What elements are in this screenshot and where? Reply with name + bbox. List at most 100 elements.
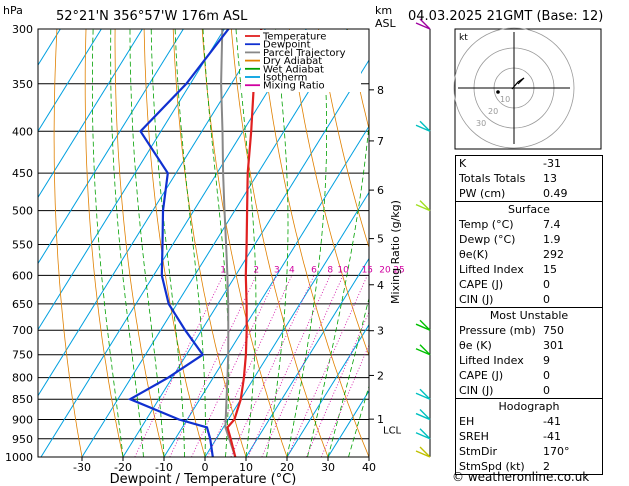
isotherm-line: [38, 29, 225, 331]
wind-barb: [415, 120, 431, 132]
mixing-ratio-tick-label: 10: [337, 265, 349, 275]
parcel-trajectory-line: [220, 29, 237, 457]
wind-barbs: [415, 18, 431, 458]
dry-adiabat-line: [259, 29, 369, 457]
isotherm-line: [122, 59, 369, 457]
wet-adiabat-line: [307, 119, 369, 457]
hodo-row: EH -41: [456, 414, 602, 429]
profiles: [127, 29, 263, 457]
mu-row: θe (K) 301: [456, 338, 602, 353]
surface-value: 292: [543, 248, 564, 261]
pressure-unit-label: hPa: [3, 4, 23, 17]
hodo-value: -41: [543, 415, 561, 428]
height-unit-asl: ASL: [375, 17, 397, 30]
km-tick-label: 5: [377, 233, 384, 246]
wind-barb: [415, 344, 431, 356]
isotherm-line: [204, 191, 369, 457]
mixing-ratio-tick-label: 2: [253, 265, 259, 275]
wet-adiabat-line: [348, 384, 369, 457]
surface-label: CIN (J): [459, 293, 494, 306]
index-row: Totals Totals 13: [456, 171, 602, 186]
pressure-tick-label: 1000: [5, 451, 33, 464]
location-label: 52°21'N 356°57'W 176m ASL: [56, 9, 248, 24]
hodo-label: SREH: [459, 430, 489, 443]
hodograph-ring-label: 30: [476, 119, 486, 128]
mu-label: CAPE (J): [459, 369, 504, 382]
surface-row: θe(K) 292: [456, 247, 602, 262]
mixing-ratio-line: [191, 275, 278, 457]
wind-barb: [415, 388, 431, 400]
mixing-ratio-tick-label: 3: [274, 265, 280, 275]
legend-label: Isotherm: [263, 73, 307, 84]
pressure-tick-label: 900: [12, 414, 33, 427]
plot-frame: [37, 28, 370, 458]
dry-adiabat-line: [84, 29, 124, 457]
axes: 3003504004505005506006507007508008509009…: [5, 23, 402, 474]
hodograph-unit: kt: [459, 33, 468, 43]
mixing-ratio-line: [261, 275, 344, 457]
mixing-ratio-line: [134, 275, 224, 457]
dewpoint-line: [127, 29, 230, 457]
legend-label: Wet Adiabat: [263, 64, 324, 75]
index-row: K -31: [456, 156, 602, 171]
index-value: 13: [543, 172, 557, 185]
temperature-line: [226, 29, 263, 457]
legend-label: Mixing Ratio: [263, 81, 325, 92]
pressure-tick-label: 750: [12, 349, 33, 362]
dry-adiabat-line: [53, 29, 83, 457]
mixing-ratio-tick-label: 4: [289, 265, 295, 275]
mu-value: 0: [543, 369, 550, 382]
pressure-tick-label: 350: [12, 78, 33, 91]
pressure-tick-label: 800: [12, 372, 33, 385]
surface-value: 15: [543, 263, 557, 276]
index-label: PW (cm): [459, 187, 506, 200]
mu-label: CIN (J): [459, 384, 494, 397]
surface-value: 1.9: [543, 233, 561, 246]
isotherm-line: [81, 29, 348, 457]
surface-value: 7.4: [543, 218, 561, 231]
mu-value: 750: [543, 324, 564, 337]
isotherm-line: [38, 29, 143, 199]
wet-adiabat-line: [110, 29, 144, 457]
mixing-ratio-line: [230, 275, 315, 457]
surface-value: 0: [543, 278, 550, 291]
mixing-ratio-tick-label: 8: [327, 265, 333, 275]
mu-value: 0: [543, 384, 550, 397]
temperature-tick-label: -10: [155, 461, 173, 474]
pressure-tick-label: 550: [12, 238, 33, 251]
wet-adiabat-line: [174, 29, 206, 457]
hodo-row: StmSpd (kt) 2: [456, 459, 602, 474]
pressure-tick-label: 700: [12, 324, 33, 337]
wind-barb: [415, 428, 431, 440]
mixing-ratio-tick-label: 15: [362, 265, 373, 275]
isotherm-line: [40, 29, 307, 457]
temperature-tick-label: 0: [202, 461, 209, 474]
surface-title: Surface: [456, 201, 602, 217]
wet-adiabat-line: [327, 296, 369, 457]
temperature-tick-label: 30: [321, 461, 335, 474]
surface-label: Lifted Index: [459, 263, 524, 276]
datetime-label: 04.03.2025 21GMT (Base: 12): [408, 9, 603, 24]
background-lines: [38, 29, 629, 457]
pressure-tick-label: 400: [12, 125, 33, 138]
surface-row: Temp (°C) 7.4: [456, 217, 602, 232]
km-tick-label: 3: [377, 325, 384, 338]
isotherm-line: [38, 29, 102, 133]
dry-adiabat-line: [609, 29, 629, 457]
wind-barb: [415, 409, 431, 421]
height-unit-km: km: [375, 4, 392, 17]
mixing-ratio-tick-label: 6: [311, 265, 317, 275]
hodo-row: SREH -41: [456, 429, 602, 444]
hodo-label: StmDir: [459, 445, 498, 458]
mu-value: 301: [543, 339, 564, 352]
indices-panel: K -31 Totals Totals 13 PW (cm) 0.49 Surface…: [455, 155, 603, 475]
most-unstable-title: Most Unstable: [456, 307, 602, 323]
storm-motion-marker: [496, 90, 500, 94]
wind-barb: [415, 200, 431, 212]
pressure-tick-label: 650: [12, 298, 33, 311]
pressure-tick-label: 850: [12, 393, 33, 406]
surface-row: CAPE (J) 0: [456, 277, 602, 292]
mixing-ratio-labels: 1 2 3 4 6 8 10 15 20 25: [220, 265, 405, 275]
wind-barb: [415, 446, 431, 458]
